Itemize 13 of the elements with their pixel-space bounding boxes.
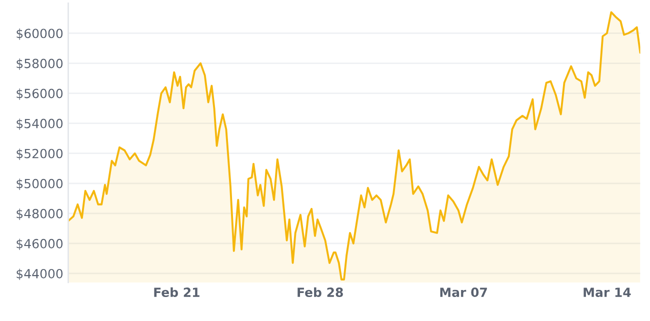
x-tick-label: Feb 21 (154, 287, 200, 298)
y-tick-label: $56000 (16, 88, 63, 100)
y-tick-label: $50000 (16, 178, 63, 190)
y-tick-label: $44000 (16, 268, 63, 280)
x-tick-label: Mar 14 (584, 288, 631, 298)
x-tick-label: Mar 07 (440, 288, 487, 298)
y-tick-label: $52000 (16, 148, 63, 160)
y-tick-label: $54000 (16, 118, 63, 130)
y-tick-label: $58000 (16, 58, 63, 70)
y-tick-label: $46000 (16, 238, 63, 250)
x-tick-label: Feb 28 (298, 287, 343, 298)
y-tick-label: $48000 (16, 208, 63, 220)
y-tick-label: $60000 (16, 28, 63, 40)
